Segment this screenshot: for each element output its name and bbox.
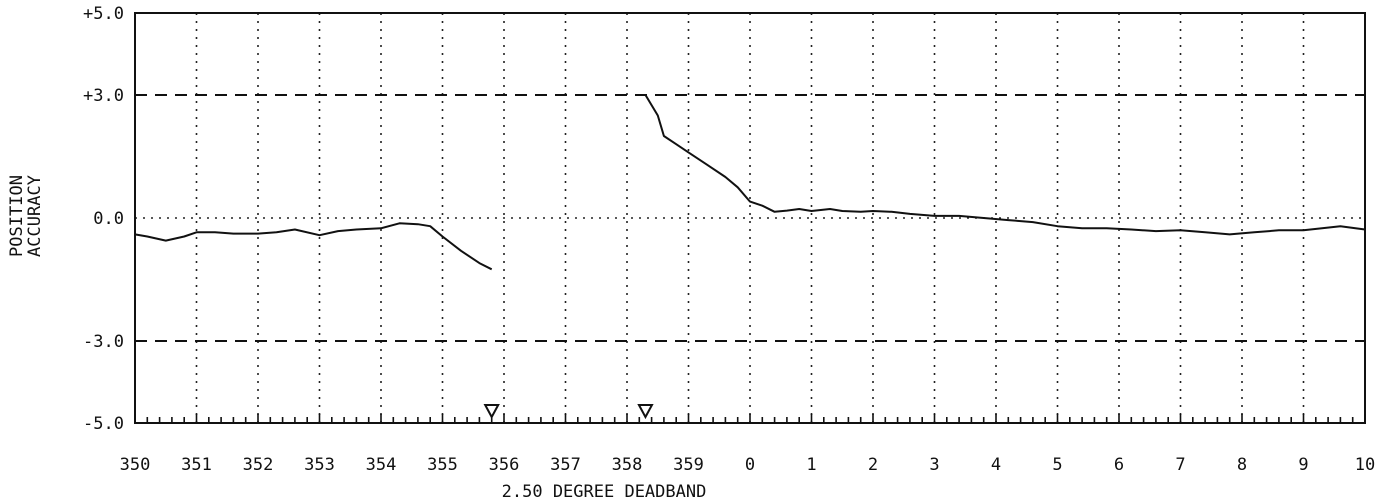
x-tick-label: 355: [427, 455, 458, 475]
reference-lines: [135, 94, 1365, 342]
x-tick-label: 353: [304, 455, 335, 475]
series-layer: [134, 94, 1366, 271]
series-line-1: [134, 222, 493, 271]
minor-ticks: [134, 414, 1366, 423]
y-tick-label: 0.0: [93, 209, 124, 229]
x-tick-label: 359: [673, 455, 704, 475]
x-tick-label: 0: [745, 455, 755, 475]
x-tick-label: 1: [806, 455, 816, 475]
y-axis-label-line1: POSITION: [7, 175, 27, 257]
x-tick-label: 356: [489, 455, 520, 475]
x-tick-label: 357: [550, 455, 581, 475]
y-tick-label: -3.0: [83, 332, 124, 352]
y-tick-labels: +5.0 +3.0 0.0 -3.0 -5.0: [83, 4, 124, 434]
x-tick-label: 350: [120, 455, 151, 475]
grid-lines: [135, 13, 1365, 423]
deadband-markers: [483, 404, 654, 420]
x-tick-label: 3: [929, 455, 939, 475]
x-tick-label: 9: [1298, 455, 1308, 475]
x-tick-label: 7: [1175, 455, 1185, 475]
series-line-2: [644, 94, 1366, 236]
x-tick-label: 8: [1237, 455, 1247, 475]
y-axis-label-line2: ACCURACY: [25, 175, 45, 257]
y-tick-label: +3.0: [83, 86, 124, 106]
x-tick-label: 10: [1355, 455, 1375, 475]
x-tick-label: 352: [243, 455, 274, 475]
deadband-marker: [483, 404, 500, 420]
x-tick-labels: 350 351 352 353 354 355 356 357 358 359 0 1 2 3 4 5 6 7 8 9…: [120, 455, 1376, 475]
y-tick-label: -5.0: [83, 414, 124, 434]
deadband-marker: [637, 404, 654, 420]
x-tick-label: 354: [366, 455, 397, 475]
x-tick-label: 5: [1052, 455, 1062, 475]
x-tick-label: 358: [612, 455, 643, 475]
y-tick-label: +5.0: [83, 4, 124, 24]
x-tick-label: 4: [991, 455, 1001, 475]
x-tick-label: 2: [868, 455, 878, 475]
x-axis-label: 2.50 DEGREE DEADBAND: [502, 482, 707, 502]
x-tick-label: 6: [1114, 455, 1124, 475]
x-tick-label: 351: [181, 455, 212, 475]
